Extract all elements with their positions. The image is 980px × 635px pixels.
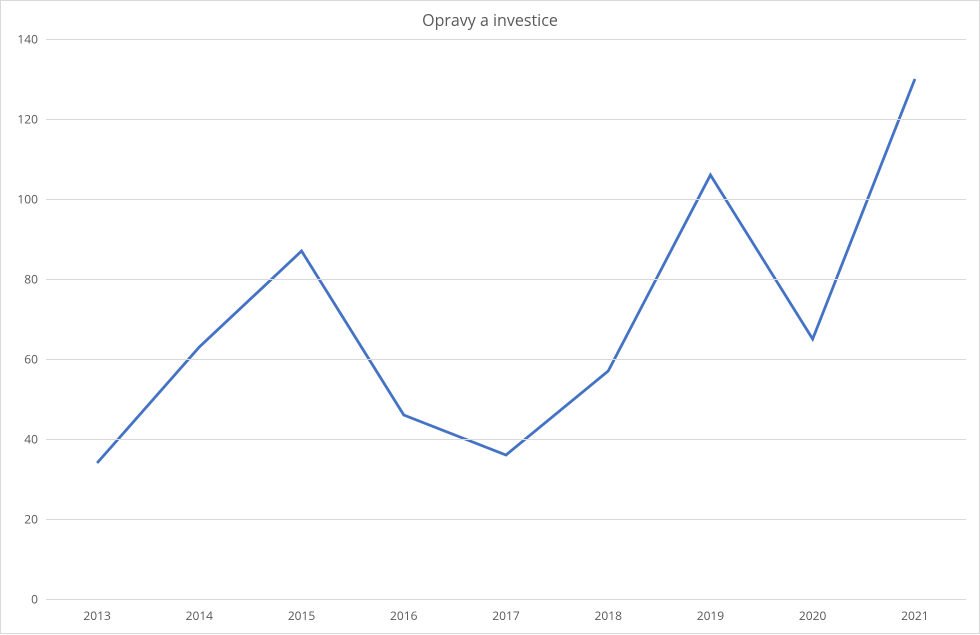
grid-line [46,199,966,200]
grid-line [46,519,966,520]
grid-line [46,439,966,440]
y-tick-label: 100 [1,191,38,208]
y-tick-label: 60 [1,351,38,368]
grid-line [46,39,966,40]
y-tick-label: 120 [1,111,38,128]
x-tick-label: 2014 [186,607,213,624]
y-tick-label: 40 [1,431,38,448]
x-tick-label: 2020 [799,607,826,624]
chart-svg [1,1,980,635]
x-tick-label: 2016 [390,607,417,624]
x-tick-label: 2015 [288,607,315,624]
grid-line [46,279,966,280]
x-tick-label: 2019 [697,607,724,624]
chart-container: Opravy a investice 020406080100120140201… [0,0,980,634]
y-tick-label: 140 [1,31,38,48]
y-tick-label: 20 [1,511,38,528]
x-tick-label: 2018 [594,607,621,624]
x-tick-label: 2013 [83,607,110,624]
grid-line [46,599,966,600]
series-line [97,79,915,463]
y-tick-label: 80 [1,271,38,288]
grid-line [46,359,966,360]
grid-line [46,119,966,120]
x-tick-label: 2017 [492,607,519,624]
x-tick-label: 2021 [901,607,928,624]
y-tick-label: 0 [1,591,38,608]
